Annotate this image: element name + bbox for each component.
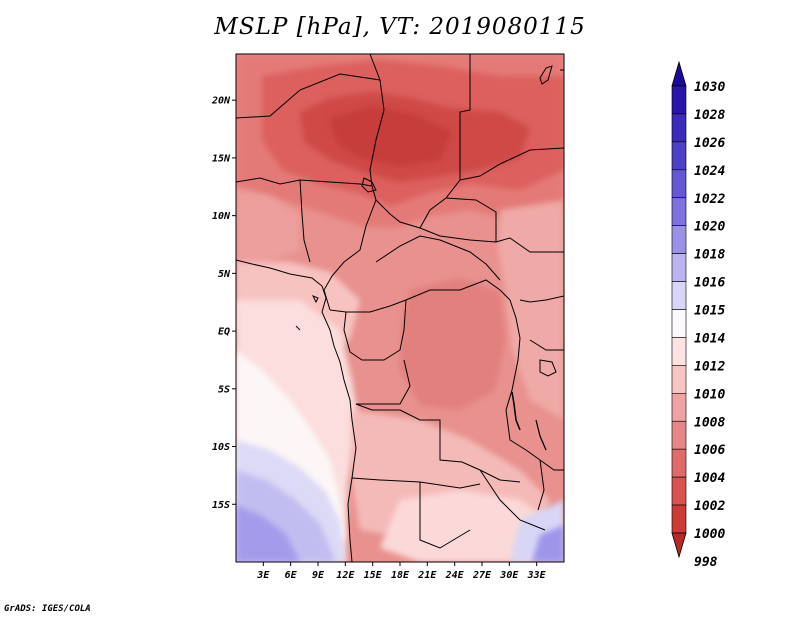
colorbar: 1030 1028 1026 1024 1022 1020 1018 1016 1015 1014… (671, 60, 725, 570)
latitude-ticks: 20N 15N 10N 5N EQ 5S 10S 15S (211, 96, 236, 511)
colorbar-label: 1024 (694, 164, 725, 179)
colorbar-label: 1022 (694, 192, 725, 207)
colorbar-box (671, 504, 687, 534)
field-1018-se (532, 525, 564, 562)
colorbar-box (671, 169, 687, 199)
colorbar-label: 1010 (694, 387, 725, 402)
lon-tick-label: 6E (285, 570, 298, 581)
colorbar-box (671, 113, 687, 143)
colorbar-box (671, 365, 687, 394)
colorbar-bottom-arrow (671, 532, 687, 559)
footer-credit: GrADS: IGES/COLA (4, 604, 91, 614)
map-title: MSLP [hPa], VT: 2019080115 (214, 14, 586, 40)
colorbar-label: 1026 (694, 136, 725, 151)
colorbar-label: 1006 (694, 443, 725, 458)
colorbar-label: 998 (694, 555, 718, 570)
lat-tick-label: 10N (212, 211, 231, 222)
colorbar-top-arrow (671, 60, 687, 87)
country-borders (236, 54, 564, 562)
field-1006-congo (400, 278, 505, 410)
colorbar-box (671, 85, 687, 115)
longitude-ticks: 3E 6E 9E 12E 15E 18E 21E 24E 27E 30E 33E (256, 562, 547, 581)
pressure-field (236, 54, 564, 562)
field-1010-east (498, 200, 564, 420)
lat-tick-label: 20N (211, 96, 231, 107)
lon-tick-label: 9E (312, 570, 325, 581)
lon-tick-label: 3E (256, 570, 270, 581)
field-1000 (330, 106, 452, 166)
lon-tick-label: 18E (391, 570, 410, 581)
colorbar-box (671, 420, 687, 450)
colorbar-box (671, 393, 687, 422)
lon-tick-label: 27E (472, 570, 492, 581)
lon-tick-label: 21E (417, 570, 437, 581)
lat-tick-label: 15S (212, 500, 230, 511)
colorbar-box (671, 476, 687, 506)
colorbar-label: 1030 (694, 80, 725, 95)
colorbar-label: 1018 (694, 248, 725, 263)
colorbar-box (671, 141, 687, 171)
lon-tick-label: 12E (336, 570, 355, 581)
lon-tick-label: 15E (364, 570, 383, 581)
lat-tick-label: EQ (218, 327, 230, 338)
colorbar-label: 1016 (694, 276, 725, 291)
colorbar-label: 1020 (694, 220, 725, 235)
colorbar-label: 1014 (694, 331, 725, 346)
lat-tick-label: 5N (218, 269, 231, 280)
colorbar-label: 1000 (694, 527, 725, 542)
colorbar-box (671, 225, 687, 254)
lon-tick-label: 33E (527, 570, 547, 581)
lat-tick-label: 5S (218, 384, 230, 395)
lon-tick-label: 24E (445, 570, 465, 581)
colorbar-box (671, 448, 687, 478)
lat-tick-label: 15N (212, 153, 231, 164)
colorbar-label: 1002 (694, 499, 725, 514)
colorbar-label: 1028 (694, 108, 725, 123)
colorbar-box (671, 197, 687, 226)
colorbar-box (671, 253, 687, 282)
colorbar-label: 1004 (694, 471, 725, 486)
colorbar-box (671, 281, 687, 310)
colorbar-label: 1012 (694, 359, 725, 374)
colorbar-label: 1008 (694, 415, 725, 430)
lat-tick-label: 10S (212, 442, 230, 453)
colorbar-box (671, 309, 687, 338)
field-1018 (236, 505, 300, 562)
colorbar-box (671, 337, 687, 366)
field-1008-west (236, 190, 300, 268)
lon-tick-label: 30E (499, 570, 519, 581)
field-1012-south (380, 490, 548, 562)
colorbar-label: 1015 (694, 304, 725, 319)
